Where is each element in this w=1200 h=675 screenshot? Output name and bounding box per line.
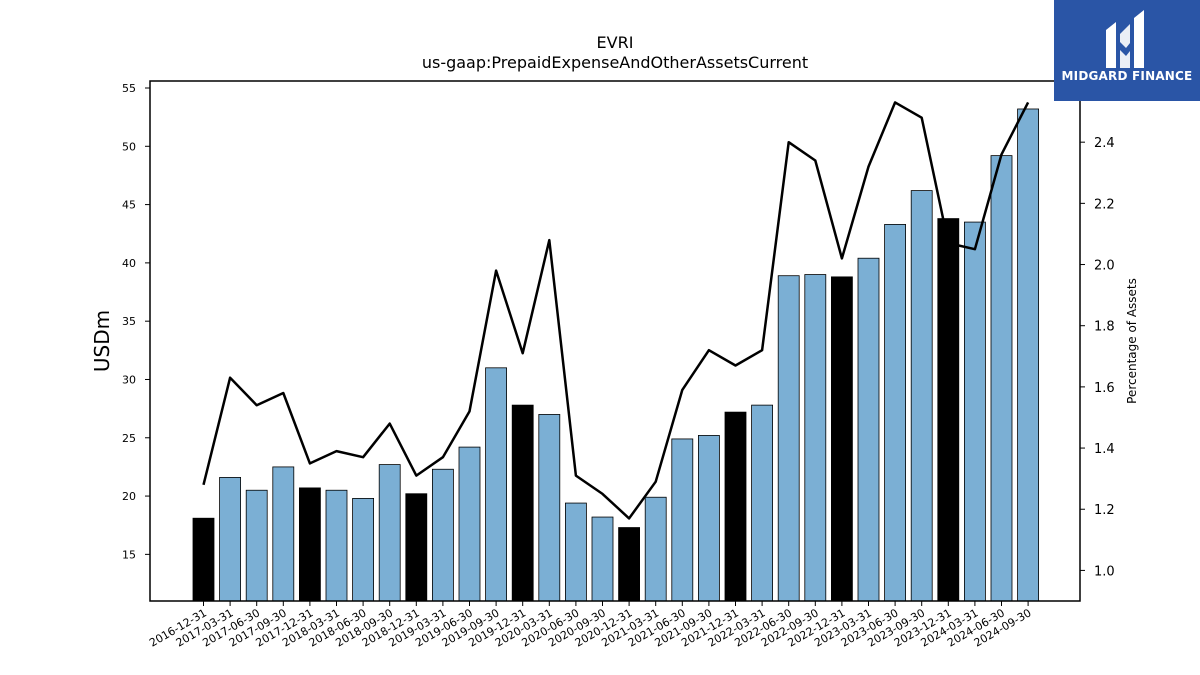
bar-2021-06-30 xyxy=(671,438,694,602)
bar-2022-12-31 xyxy=(831,276,853,602)
line-group xyxy=(202,101,1030,520)
bar-2024-06-30 xyxy=(990,155,1013,602)
y-tick-label: 20 xyxy=(122,490,136,503)
bar-2022-06-30 xyxy=(777,275,800,602)
bar-2017-09-30 xyxy=(272,466,295,602)
bar-2022-03-31 xyxy=(751,404,773,602)
bar-2018-09-30 xyxy=(378,464,401,602)
bar-2018-12-31 xyxy=(405,493,428,602)
y2-tick-label: 1.6 xyxy=(1094,381,1115,396)
bar-2017-06-30 xyxy=(245,489,268,602)
y-tick-label: 45 xyxy=(122,199,136,212)
y2-tick-label: 1.4 xyxy=(1094,442,1115,457)
percentage-line xyxy=(202,101,1030,520)
bar-2023-12-31 xyxy=(937,218,960,602)
bar-2021-09-30 xyxy=(698,435,720,602)
bar-2019-06-30 xyxy=(458,446,481,602)
bar-2023-06-30 xyxy=(884,224,906,602)
x-axis: 2016-12-312017-03-312017-06-302017-09-30… xyxy=(147,601,1034,650)
bar-2022-09-30 xyxy=(804,274,827,602)
bar-2021-12-31 xyxy=(724,411,747,602)
logo-text: MIDGARD FINANCE xyxy=(1061,69,1193,83)
plot-frame xyxy=(149,80,1081,602)
y-axis-right: 1.0 1.2 1.4 1.6 1.8 2.0 2.2 2.4 xyxy=(1080,136,1115,579)
bar-2019-03-31 xyxy=(431,468,454,602)
y-tick-label: 30 xyxy=(122,373,136,386)
bar-2024-03-31 xyxy=(964,221,986,602)
y-tick-label: 55 xyxy=(122,82,136,95)
y2-tick-label: 2.4 xyxy=(1094,136,1115,151)
bar-2017-03-31 xyxy=(219,477,242,602)
y-tick-label: 35 xyxy=(122,315,136,328)
bar-2023-09-30 xyxy=(910,190,933,602)
y-tick-label: 40 xyxy=(122,257,136,270)
bar-2020-03-31 xyxy=(538,414,561,602)
bar-2019-09-30 xyxy=(485,367,508,602)
bar-2020-06-30 xyxy=(565,502,587,602)
bar-2019-12-31 xyxy=(511,404,534,602)
bar-2020-12-31 xyxy=(618,527,640,602)
y2-tick-label: 2.0 xyxy=(1094,259,1115,274)
chart-title: EVRI xyxy=(597,33,634,52)
bar-2018-06-30 xyxy=(352,497,375,602)
y-tick-label: 25 xyxy=(122,432,136,445)
chart-subtitle: us-gaap:PrepaidExpenseAndOtherAssetsCurr… xyxy=(422,53,808,72)
y-axis-left: 15 20 25 30 35 40 45 50 55 xyxy=(122,82,150,561)
bar-2016-12-31 xyxy=(192,517,215,602)
y2-tick-label: 1.2 xyxy=(1094,503,1115,518)
logo-mark-icon xyxy=(1106,10,1144,68)
bar-2024-09-30 xyxy=(1017,108,1039,602)
y2-axis-label: Percentage of Assets xyxy=(1125,278,1139,404)
bar-2017-12-31 xyxy=(298,487,321,602)
y-tick-label: 15 xyxy=(122,548,136,561)
y2-tick-label: 1.0 xyxy=(1094,564,1115,579)
bar-2021-03-31 xyxy=(644,496,667,602)
y2-tick-label: 1.8 xyxy=(1094,320,1115,335)
bar-2023-03-31 xyxy=(857,257,880,602)
y-axis-label: USDm xyxy=(90,310,114,372)
midgard-finance-logo: MIDGARD FINANCE xyxy=(1054,0,1200,101)
y2-tick-label: 2.2 xyxy=(1094,197,1115,212)
bar-2020-09-30 xyxy=(591,516,614,602)
y-tick-label: 50 xyxy=(122,140,136,153)
bar-2018-03-31 xyxy=(325,489,348,602)
bar-group xyxy=(192,108,1039,602)
